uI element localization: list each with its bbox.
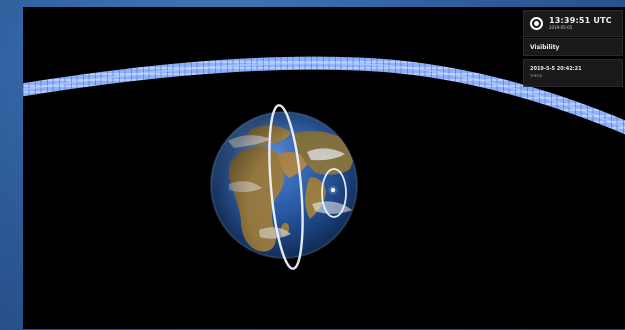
visibility-detail-panel: 2019-5-5 20:42:21 THEOS [523, 59, 623, 87]
orbit-band-highlight [23, 62, 625, 129]
small-orbit-ring [321, 168, 347, 218]
orbit-band [23, 56, 625, 135]
polar-orbit-ring [268, 104, 304, 270]
satellite-marker-glow [328, 185, 338, 195]
utc-date: 2019-05-05 [549, 24, 573, 30]
time-panel: 13:39:51 UTC 2019-05-05 [523, 10, 623, 37]
time-readout: 13:39:51 UTC 2019-05-05 [549, 16, 612, 30]
visibility-panel: Visibility [523, 38, 623, 56]
visibility-location: THEOS [530, 74, 542, 78]
earth-globe [210, 111, 358, 259]
viewer-screen: 13:39:51 UTC 2019-05-05 Visibility 2019-… [23, 7, 625, 329]
globe-clock-icon [530, 17, 543, 30]
visibility-title: Visibility [530, 43, 560, 51]
visibility-datetime: 2019-5-5 20:42:21 [530, 66, 582, 72]
utc-time: 13:39:51 UTC [549, 16, 612, 26]
